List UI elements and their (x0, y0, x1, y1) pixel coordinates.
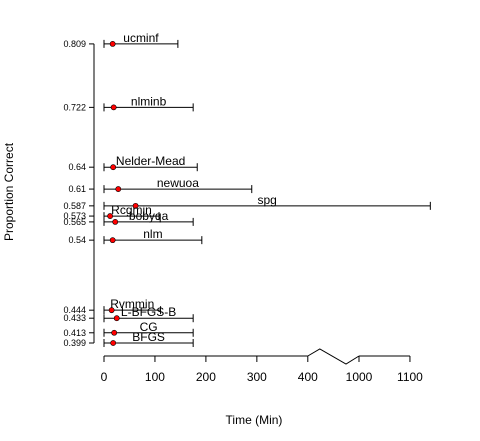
method-label: nlminb (131, 94, 167, 108)
y-tick-label: 0.573 (63, 211, 86, 221)
data-point (110, 104, 117, 111)
data-point (115, 186, 122, 192)
y-tick-label: 0.54 (68, 235, 86, 245)
data-point (112, 219, 119, 225)
y-tick-label: 0.61 (68, 184, 86, 194)
data-point (110, 340, 117, 346)
y-tick-label: 0.433 (63, 313, 86, 323)
method-label: Rvmmin (110, 297, 154, 311)
y-tick-label: 0.399 (63, 338, 86, 348)
method-label: BFGS (132, 330, 165, 344)
data-point (110, 164, 117, 171)
y-tick-label: 0.565 (63, 217, 86, 227)
method-row: bobyqa (103, 209, 194, 226)
method-row: Rvmmin (103, 297, 162, 315)
y-tick-label: 0.722 (63, 102, 86, 112)
method-row: CG (103, 320, 194, 337)
axis-break (307, 348, 360, 365)
method-row: Nelder-Mead (103, 154, 198, 172)
y-tick-label: 0.413 (63, 328, 86, 338)
x-axis: 0 100 200 300 400 1000 1100 (101, 348, 423, 384)
data-point (108, 307, 115, 314)
method-label: L-BFGS-B (121, 305, 176, 319)
method-row: newuoa (103, 176, 253, 194)
y-tick-label: 0.587 (63, 201, 86, 211)
data-point (113, 315, 120, 322)
method-rows: ucminf nlminb Nelder-Mead newuoa spg Rcgminbo… (103, 31, 431, 347)
x-tick-label: 400 (298, 370, 318, 384)
data-point (107, 213, 114, 219)
method-row: BFGS (103, 330, 194, 347)
x-tick-label: 1000 (346, 370, 373, 384)
x-tick-label: 100 (145, 370, 165, 384)
method-label: bobyqa (129, 209, 169, 223)
method-label: Rcgmin (111, 203, 152, 217)
method-row: Rcgmin (103, 203, 160, 221)
y-axis-title: Proportion Correct (2, 142, 16, 241)
data-point (111, 329, 118, 336)
method-row: ucminf (103, 31, 179, 48)
method-row: nlminb (103, 94, 194, 112)
x-tick-label: 0 (101, 370, 108, 384)
method-label: newuoa (157, 176, 199, 190)
method-row: L-BFGS-B (103, 305, 194, 323)
x-tick-label: 200 (196, 370, 216, 384)
method-label: CG (140, 320, 158, 334)
method-label: nlm (143, 227, 162, 241)
data-point (132, 202, 139, 209)
method-label: ucminf (123, 31, 159, 45)
method-label: spg (257, 193, 276, 207)
method-row: nlm (103, 227, 203, 245)
y-tick-label: 0.809 (63, 39, 86, 49)
data-point (109, 41, 116, 47)
method-row: spg (103, 193, 431, 210)
y-tick-label: 0.64 (68, 162, 86, 172)
y-tick-label: 0.444 (63, 305, 86, 315)
method-label: Nelder-Mead (116, 154, 185, 168)
data-point (109, 237, 116, 244)
x-tick-label: 300 (247, 370, 267, 384)
x-tick-label: 1100 (397, 370, 423, 384)
x-axis-title: Time (Min) (226, 413, 283, 427)
